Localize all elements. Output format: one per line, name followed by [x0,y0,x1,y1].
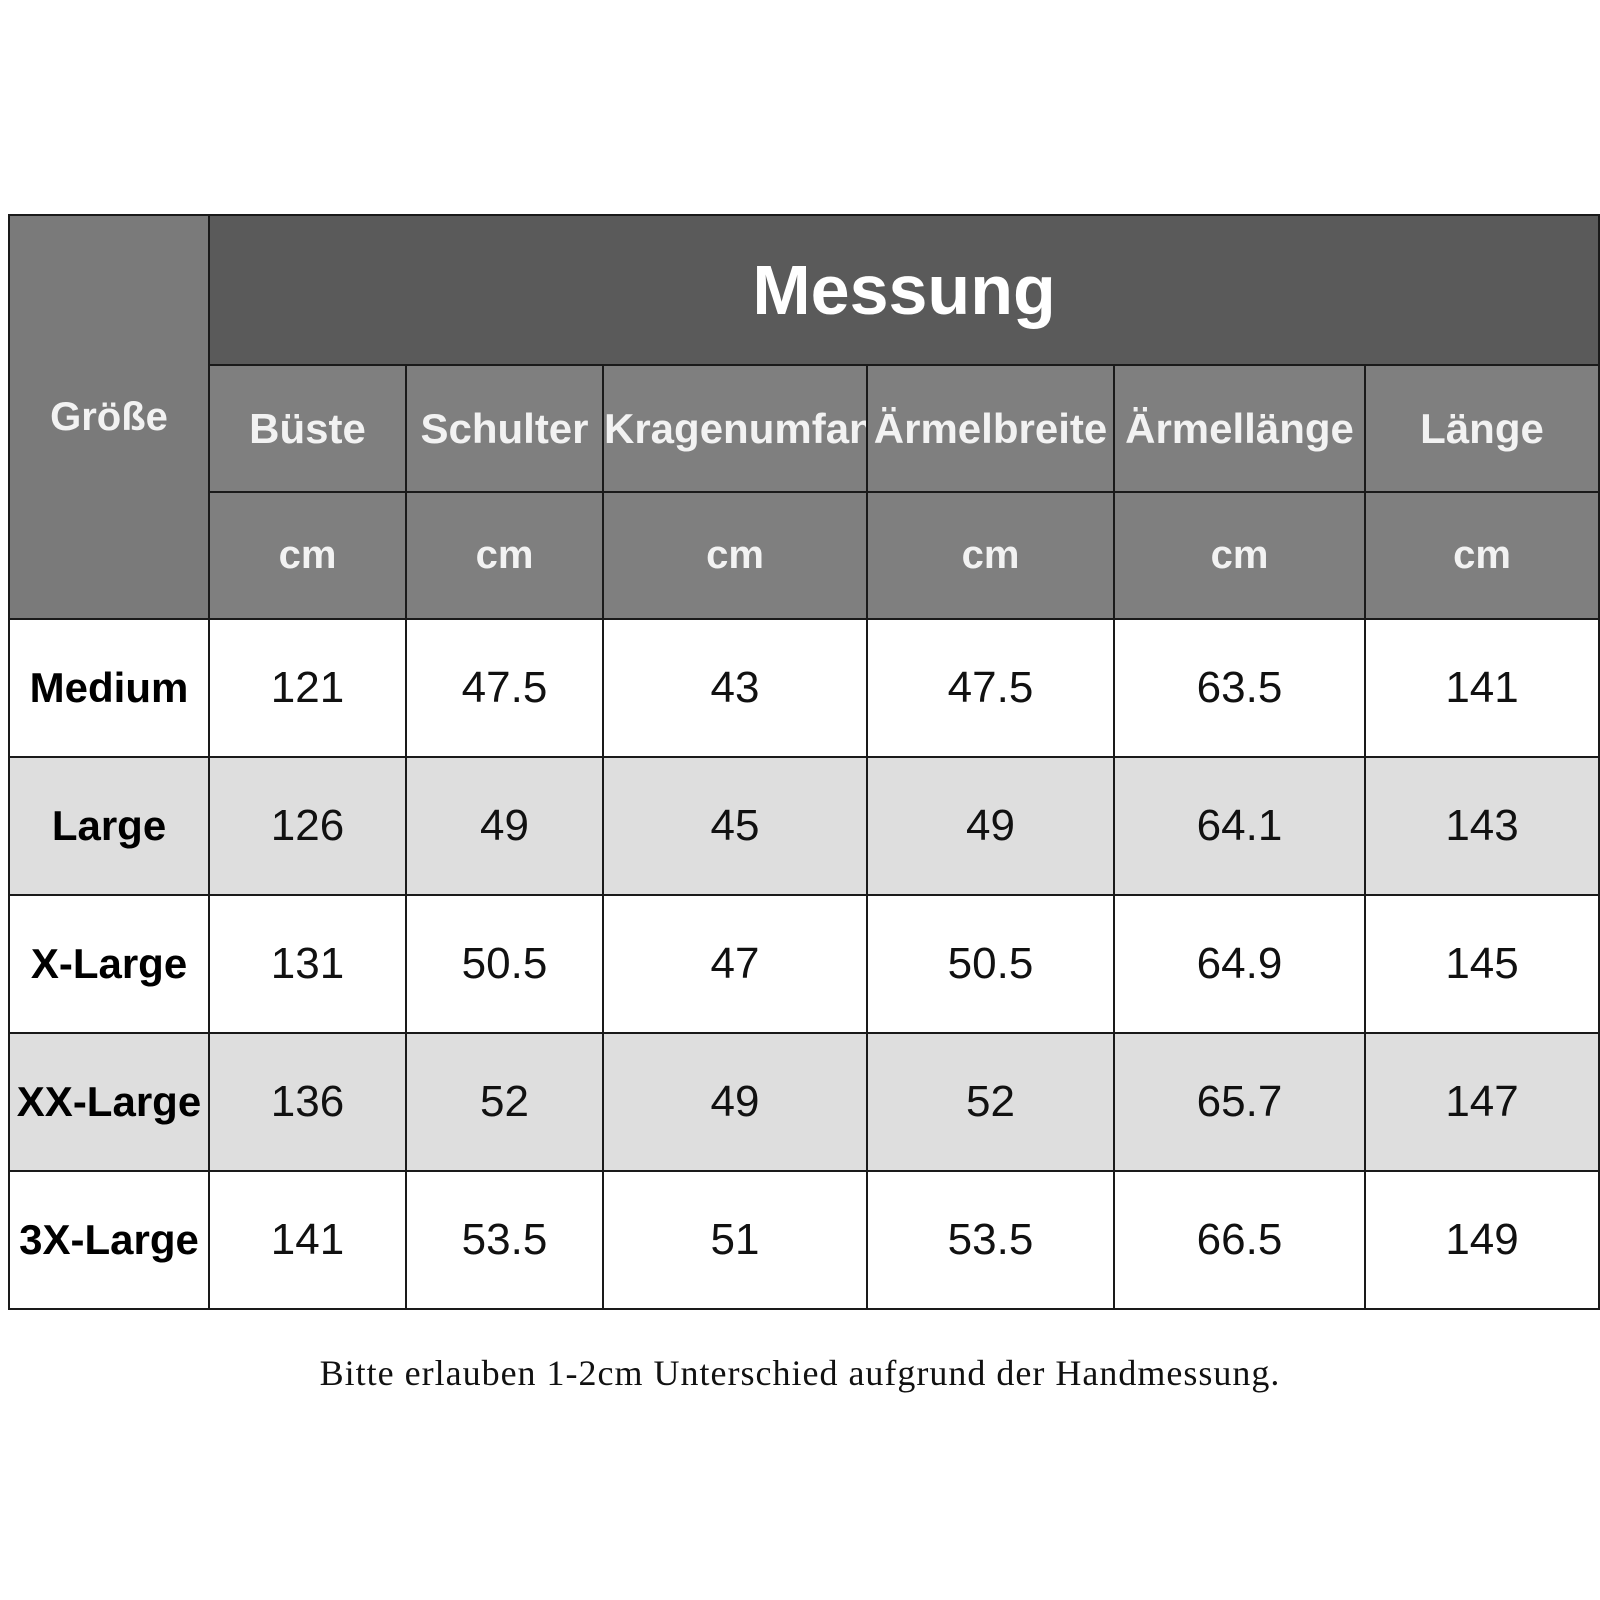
table-cell: 136 [208,1032,407,1172]
header-row-group: Größe Messung [8,214,1600,620]
column-header-sleeve-width: Ärmelbreite [866,364,1115,493]
unit-cell: cm [602,491,868,620]
table-cell: 149 [1363,1170,1600,1310]
table-cell: 141 [1363,618,1600,758]
size-label: Medium [8,618,210,758]
column-header-sleeve-length: Ärmellänge [1113,364,1366,493]
size-header-cell: Größe [8,214,210,620]
column-header-shoulder: Schulter [405,364,604,493]
table-cell: 43 [602,618,868,758]
table-cell: 47.5 [405,618,604,758]
table-row: Medium 121 47.5 43 47.5 63.5 141 [8,618,1600,758]
table-row: Large 126 49 45 49 64.1 143 [8,756,1600,896]
table-cell: 51 [602,1170,868,1310]
size-label: Large [8,756,210,896]
table-row: XX-Large 136 52 49 52 65.7 147 [8,1032,1600,1172]
header-row-units: cm cm cm cm cm cm [9,491,1600,620]
size-chart-table: Größe Messung Büste Schulter Kragenumfan… [8,214,1600,1310]
table-cell: 45 [602,756,868,896]
table-cell: 63.5 [1113,618,1366,758]
table-cell: 50.5 [866,894,1115,1034]
table-cell: 52 [405,1032,604,1172]
table-cell: 64.9 [1113,894,1366,1034]
unit-cell: cm [405,491,604,620]
table-cell: 47 [602,894,868,1034]
column-header-length: Länge [1363,364,1600,493]
table-cell: 53.5 [866,1170,1115,1310]
table-cell: 49 [405,756,604,896]
table-cell: 50.5 [405,894,604,1034]
table-row: X-Large 131 50.5 47 50.5 64.9 145 [8,894,1600,1034]
header-row-columns: Büste Schulter Kragenumfang Ärmelbreite … [9,364,1600,493]
table-cell: 121 [208,618,407,758]
table-cell: 126 [208,756,407,896]
table-cell: 65.7 [1113,1032,1366,1172]
unit-cell: cm [866,491,1115,620]
table-cell: 52 [866,1032,1115,1172]
unit-cell: cm [1113,491,1366,620]
table-cell: 143 [1363,756,1600,896]
table-cell: 141 [208,1170,407,1310]
table-cell: 147 [1363,1032,1600,1172]
table-cell: 49 [602,1032,868,1172]
table-cell: 145 [1363,894,1600,1034]
size-label: 3X-Large [8,1170,210,1310]
table-cell: 64.1 [1113,756,1366,896]
table-cell: 49 [866,756,1115,896]
size-label: XX-Large [8,1032,210,1172]
footnote-text: Bitte erlauben 1-2cm Unterschied aufgrun… [319,1353,1281,1393]
unit-cell: cm [1363,491,1600,620]
table-cell: 53.5 [405,1170,604,1310]
table-row: 3X-Large 141 53.5 51 53.5 66.5 149 [8,1170,1600,1310]
size-label: X-Large [8,894,210,1034]
table-cell: 131 [208,894,407,1034]
unit-cell: cm [208,491,407,620]
column-header-bust: Büste [208,364,407,493]
table-cell: 66.5 [1113,1170,1366,1310]
table-cell: 47.5 [866,618,1115,758]
measurement-header-cell: Messung [207,214,1600,366]
column-header-collar: Kragenumfang [602,364,868,493]
